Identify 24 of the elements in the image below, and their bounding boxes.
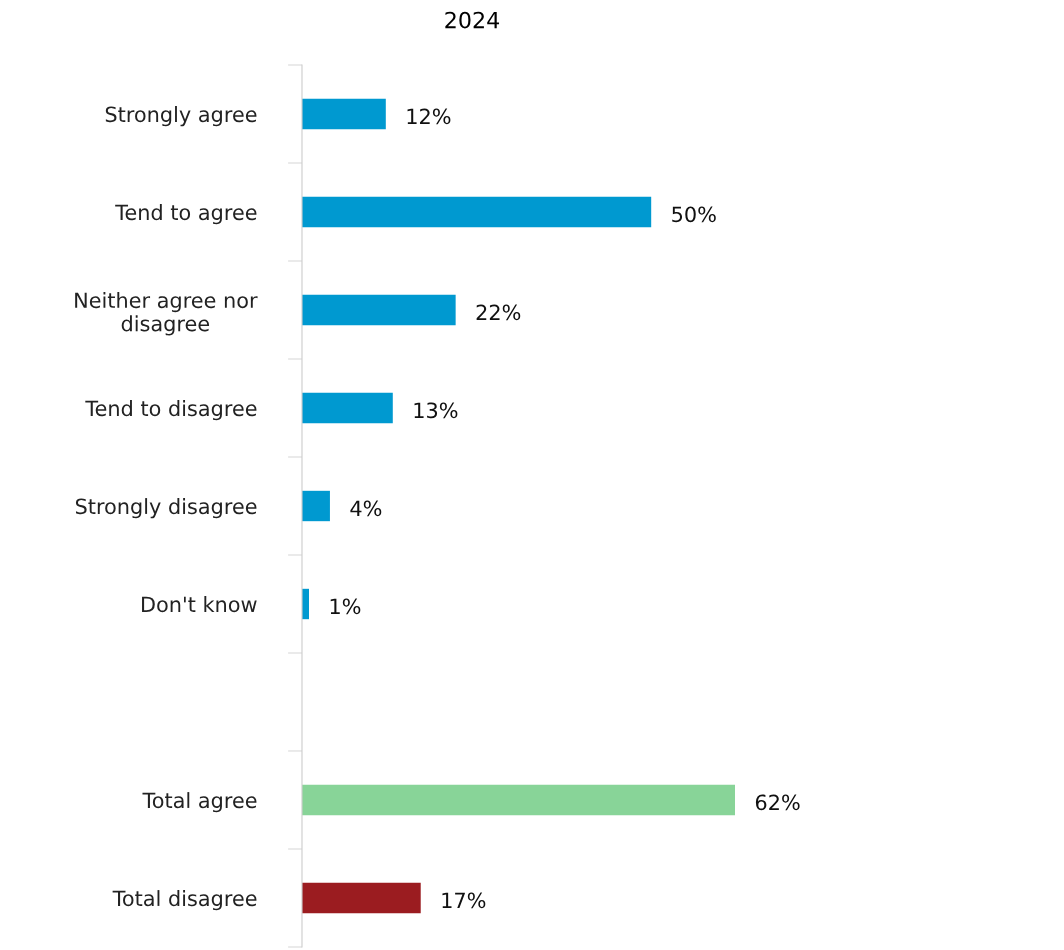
- y-tick-label: Strongly disagree: [75, 498, 257, 519]
- data-label: 17%: [442, 892, 486, 909]
- bar: [302, 784, 735, 816]
- data-label: 50%: [672, 206, 716, 223]
- bar: [302, 392, 393, 424]
- chart-title: 2024: [445, 11, 500, 29]
- data-label: 62%: [755, 794, 800, 811]
- y-tick-label: Tend to disagree: [85, 400, 257, 421]
- y-tick-label: Strongly agree: [105, 106, 257, 127]
- y-tick-label: Neither agree nor disagree: [75, 292, 258, 336]
- data-label: 4%: [350, 500, 382, 517]
- y-tick-label: Don't know: [142, 596, 257, 613]
- data-label: 22%: [476, 304, 521, 321]
- y-tick-label: Total disagree: [112, 890, 257, 911]
- bar: [302, 98, 386, 130]
- bar: [302, 490, 330, 522]
- data-label: 13%: [414, 402, 458, 419]
- data-label: 12%: [407, 108, 451, 125]
- bar: [302, 882, 421, 914]
- data-label: 1%: [330, 598, 361, 615]
- bar: [302, 196, 652, 228]
- bar: [302, 294, 456, 326]
- y-tick-label: Total agree: [142, 792, 257, 813]
- y-tick-label: Tend to agree: [115, 204, 257, 225]
